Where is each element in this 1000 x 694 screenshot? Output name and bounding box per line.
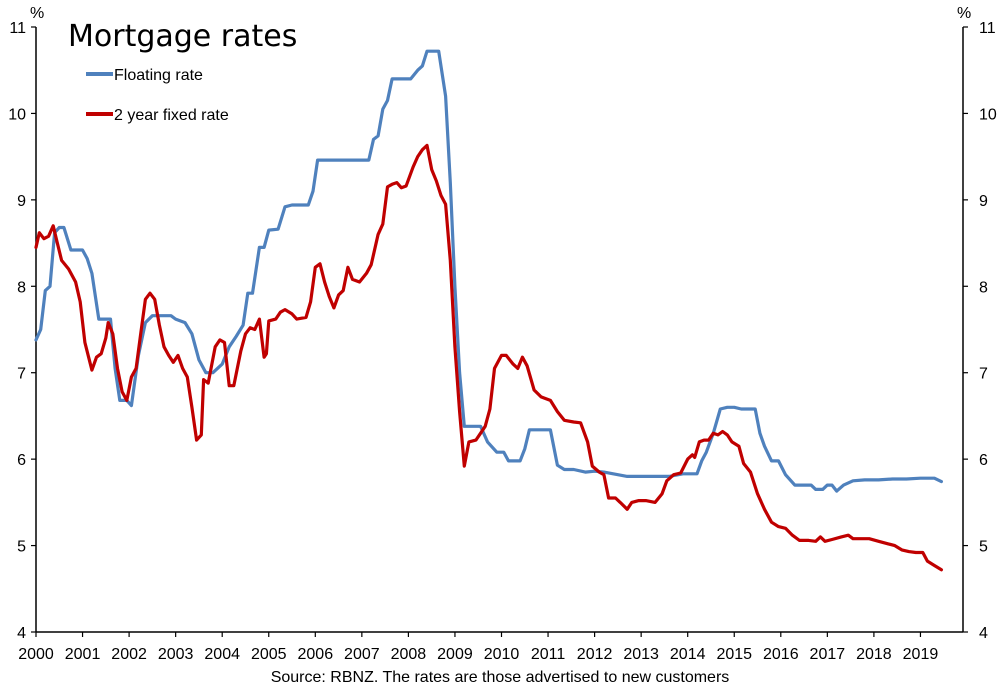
y-tick-label-left: 7 <box>17 366 26 383</box>
y-tick-label-left: 9 <box>17 193 26 210</box>
y-tick-label-left: 4 <box>17 625 26 642</box>
y-tick-label-right: 8 <box>979 279 988 296</box>
x-tick-label: 2007 <box>344 646 380 663</box>
x-tick-label: 2014 <box>670 646 706 663</box>
x-tick-label: 2004 <box>204 646 240 663</box>
y-tick-label-right: 11 <box>979 20 996 37</box>
x-tick-label: 2019 <box>903 646 939 663</box>
y-tick-label-left: 11 <box>9 20 26 37</box>
x-tick-label: 2000 <box>18 646 54 663</box>
x-tick-label: 2001 <box>65 646 101 663</box>
y-tick-label-right: 10 <box>979 106 997 123</box>
y-tick-label-right: 5 <box>979 539 988 556</box>
y-tick-label-left: 10 <box>8 106 26 123</box>
y-tick-label-left: 8 <box>17 279 26 296</box>
x-tick-label: 2008 <box>391 646 427 663</box>
x-tick-label: 2010 <box>484 646 520 663</box>
axes: 4 4 5 5 6 6 7 7 8 8 9 9 10 10 11 11 2000 2001 2002 2003 2004… <box>8 20 997 663</box>
series-layer <box>34 49 943 572</box>
series-line-floating-rate <box>34 49 943 493</box>
y-tick-label-right: 9 <box>979 193 988 210</box>
x-tick-label: 2011 <box>531 646 566 663</box>
x-tick-label: 2016 <box>763 646 799 663</box>
y-tick-label-right: 4 <box>979 625 988 642</box>
x-tick-label: 2012 <box>577 646 613 663</box>
x-tick-label: 2003 <box>158 646 194 663</box>
y-tick-label-left: 6 <box>17 452 26 469</box>
x-tick-label: 2006 <box>298 646 334 663</box>
y-axis-unit-left: % <box>30 5 44 22</box>
x-tick-label: 2009 <box>437 646 473 663</box>
y-tick-label-right: 7 <box>979 366 988 383</box>
x-tick-label: 2018 <box>856 646 892 663</box>
source-note: Source: RBNZ. The rates are those advert… <box>271 669 730 686</box>
y-axis-unit-right: % <box>957 5 971 22</box>
legend-label-2-year-fixed-rate: 2 year fixed rate <box>114 107 229 124</box>
x-tick-label: 2002 <box>111 646 147 663</box>
x-tick-label: 2015 <box>716 646 752 663</box>
legend: Floating rate 2 year fixed rate <box>86 67 229 124</box>
series-line-2-year-fixed-rate <box>34 143 943 572</box>
x-tick-label: 2005 <box>251 646 287 663</box>
x-tick-label: 2017 <box>810 646 846 663</box>
x-tick-label: 2013 <box>623 646 659 663</box>
y-tick-label-left: 5 <box>17 539 26 556</box>
legend-label-floating-rate: Floating rate <box>114 67 203 84</box>
chart-title: Mortgage rates <box>68 19 297 54</box>
y-tick-label-right: 6 <box>979 452 988 469</box>
